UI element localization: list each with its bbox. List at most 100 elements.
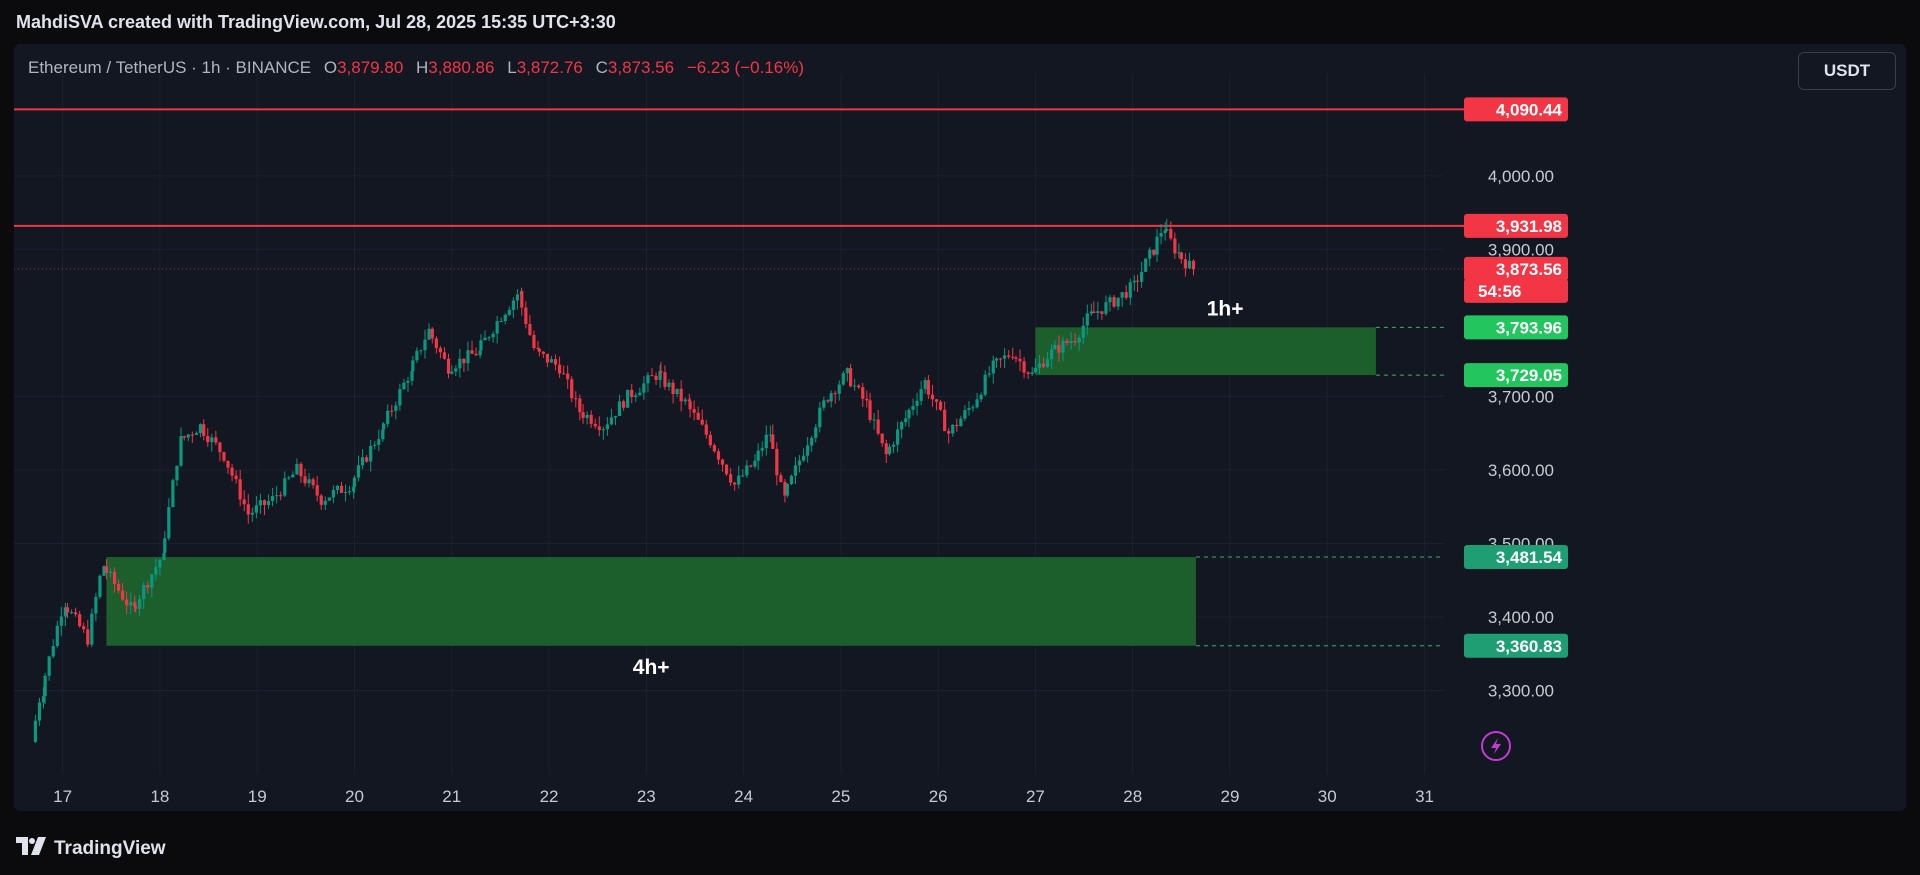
candle-body xyxy=(1163,230,1167,234)
candle-body xyxy=(430,328,434,339)
candle-body xyxy=(574,398,578,400)
candle-body xyxy=(55,625,59,647)
candle-body xyxy=(1148,249,1152,259)
candle-body xyxy=(299,463,303,477)
candle-body xyxy=(756,450,760,461)
candle-body xyxy=(915,400,919,406)
candle-body xyxy=(1155,236,1159,255)
candle-body xyxy=(524,307,528,324)
candle-body xyxy=(238,479,242,500)
candle-body xyxy=(487,337,491,339)
candle-body xyxy=(303,476,307,484)
candle-body xyxy=(446,358,451,374)
replay-icon[interactable] xyxy=(1481,731,1511,761)
candle-body xyxy=(626,389,630,408)
candle-body xyxy=(86,629,90,645)
candle-body xyxy=(687,399,691,402)
candle-body xyxy=(659,370,663,373)
candle-body xyxy=(108,571,113,573)
candle-body xyxy=(234,475,238,480)
candle-body xyxy=(33,720,38,742)
high-label: H xyxy=(416,58,429,77)
candle-body xyxy=(868,400,872,420)
y-axis-tick: 4,000.00 xyxy=(1488,167,1554,186)
candle-body xyxy=(146,585,150,588)
candle-body xyxy=(262,500,267,506)
x-axis-tick: 21 xyxy=(442,787,461,806)
candle-body xyxy=(381,429,385,440)
candle-body xyxy=(98,575,102,597)
zone-top-tag: 3,481.54 xyxy=(1464,545,1568,570)
candle-body xyxy=(696,412,700,420)
x-axis-tick: 24 xyxy=(734,787,753,806)
candle-body xyxy=(667,382,671,387)
zone-top-tag-bg xyxy=(1464,315,1568,340)
candle-body xyxy=(254,505,258,513)
candle-body xyxy=(609,417,614,425)
candle-body xyxy=(386,410,390,424)
candle-body xyxy=(503,314,507,322)
price-tags: 4,090.44 3,931.98 3,873.56 54:56 3,793.96 3,7… xyxy=(1464,97,1568,658)
candle-body xyxy=(427,328,431,340)
candle-body xyxy=(818,407,822,428)
candle-body xyxy=(1096,311,1100,313)
zone-top-tag-text: 3,793.96 xyxy=(1496,318,1562,337)
candle-body xyxy=(499,321,503,323)
candle-body xyxy=(1183,259,1188,269)
zone-label: 1h+ xyxy=(1207,297,1244,320)
candle-body xyxy=(470,350,474,354)
candle-body xyxy=(190,434,194,436)
candle-body xyxy=(1065,340,1069,344)
candle-body xyxy=(617,401,622,416)
candle-body xyxy=(919,389,923,401)
candle-body xyxy=(158,560,162,568)
candle-body xyxy=(279,495,283,497)
zone-top-tag-text: 3,481.54 xyxy=(1496,548,1563,567)
candle-body xyxy=(270,496,275,502)
candle-body xyxy=(94,596,98,614)
candle-body xyxy=(102,566,106,576)
candle-body xyxy=(601,429,605,431)
candle-body xyxy=(198,424,203,434)
tradingview-logo[interactable]: TradingView xyxy=(16,836,166,862)
level-tag-text: 3,931.98 xyxy=(1496,217,1562,236)
candle-body xyxy=(951,424,955,434)
candle-body xyxy=(1169,228,1173,239)
candle-body xyxy=(845,368,849,374)
candle-body xyxy=(1061,340,1065,353)
x-axis-tick: 26 xyxy=(929,787,948,806)
candle-body xyxy=(150,574,154,588)
x-axis-tick: 29 xyxy=(1221,787,1240,806)
zone-4hplus xyxy=(106,557,1196,646)
candle-body xyxy=(532,334,536,349)
candle-body xyxy=(675,388,679,395)
candle-body xyxy=(175,465,179,481)
candle-body xyxy=(382,423,386,430)
candle-body xyxy=(1187,260,1192,269)
candle-body xyxy=(814,427,818,438)
candle-body xyxy=(597,426,601,430)
candle-body xyxy=(1030,372,1034,375)
candle-body xyxy=(987,373,991,375)
candle-body xyxy=(63,607,67,617)
candle-body xyxy=(411,360,415,372)
zone-1hplus xyxy=(1035,327,1376,376)
currency-button[interactable]: USDT xyxy=(1798,52,1896,90)
candle-body xyxy=(138,599,142,609)
candle-body xyxy=(474,353,478,356)
candle-body xyxy=(1120,292,1124,298)
price-chart[interactable]: 1h+4h+ 3,300.003,400.003,500.003,600.003… xyxy=(14,44,1906,811)
candle-body xyxy=(923,380,927,390)
tradingview-brand: TradingView xyxy=(54,838,166,859)
candle-body xyxy=(646,375,650,384)
candle-body xyxy=(853,385,857,387)
candle-body xyxy=(806,445,810,456)
candle-body xyxy=(700,419,704,425)
x-axis-tick: 20 xyxy=(345,787,364,806)
candle-body xyxy=(1104,302,1108,314)
candle-body xyxy=(458,358,462,369)
candle-body xyxy=(1077,337,1081,343)
candle-body xyxy=(562,373,566,375)
candle-body xyxy=(737,475,741,485)
candle-body xyxy=(206,435,210,443)
